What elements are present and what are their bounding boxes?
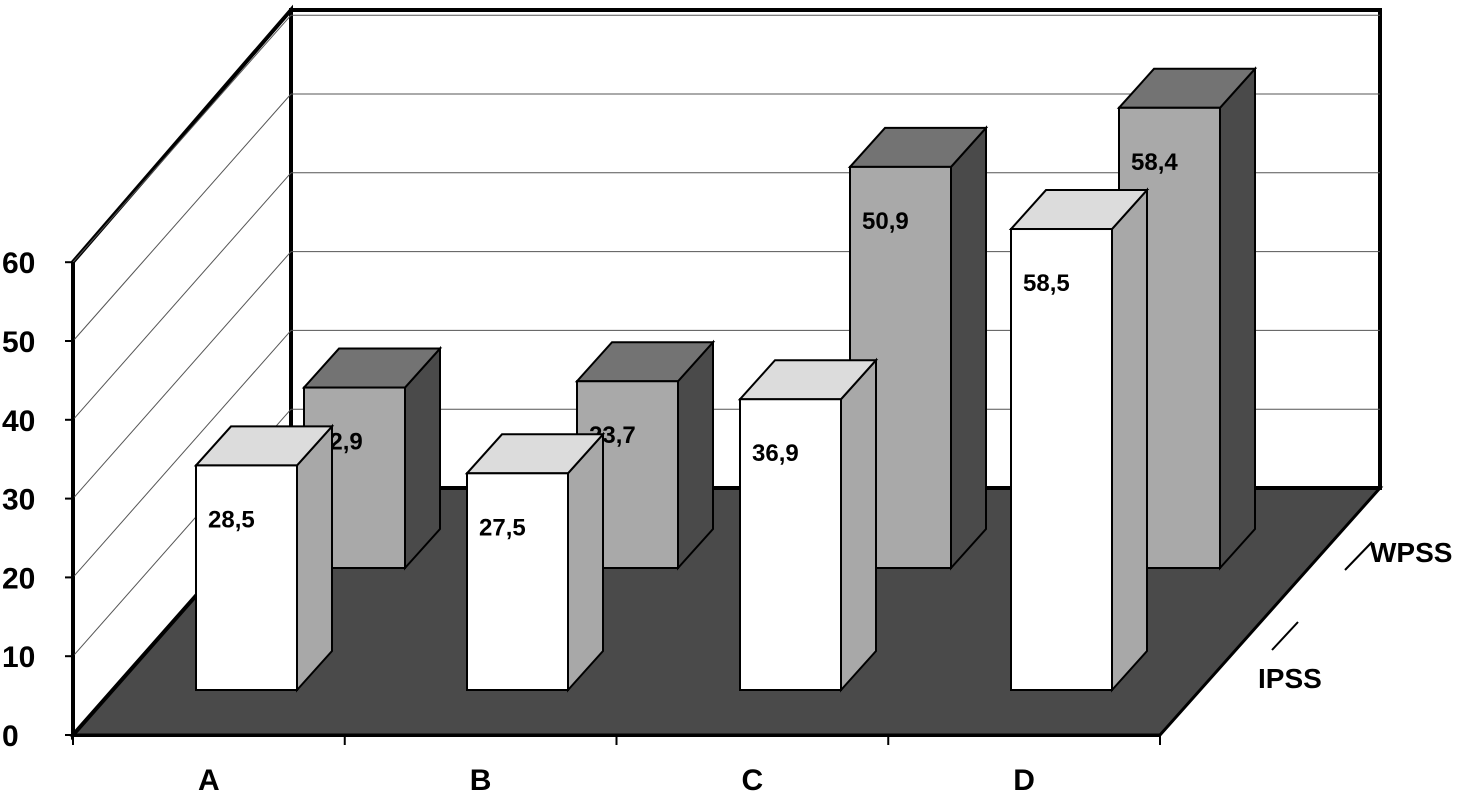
y-tick-label: 40: [2, 405, 35, 438]
data-label: 50,9: [862, 208, 909, 235]
z-tick: [1271, 621, 1299, 651]
y-tick-label: 10: [2, 641, 35, 674]
bar-side: [296, 423, 333, 693]
data-label: 28,5: [208, 506, 255, 533]
bar-side: [840, 357, 877, 693]
bar-ipss-d: 58,5: [1008, 187, 1150, 693]
bar-side: [567, 431, 604, 693]
bar-side: [1111, 187, 1148, 693]
bar-front: [195, 464, 298, 692]
y-tick-label: 50: [2, 326, 35, 359]
data-label: 58,4: [1131, 149, 1178, 176]
x-tick-label: C: [742, 764, 764, 797]
data-label: 27,5: [479, 514, 526, 541]
gridline-left: [72, 93, 292, 342]
series-label-wpss: WPSS: [1370, 537, 1452, 568]
x-tick-label: A: [198, 764, 220, 797]
gridline-left: [72, 251, 292, 499]
bar-ipss-c: 36,9: [737, 357, 879, 693]
y-tick-label: 60: [2, 247, 35, 280]
y-tick-label: 30: [2, 484, 35, 517]
bar-ipss-b: 27,5: [464, 431, 606, 693]
bar-side: [950, 125, 987, 571]
gridline-left: [72, 172, 292, 421]
bar-front: [739, 398, 842, 691]
x-tick-label: D: [1013, 764, 1035, 797]
gridline-left: [72, 14, 292, 263]
series-label-ipss: IPSS: [1258, 663, 1322, 694]
bar-front: [1010, 228, 1113, 692]
y-tick-label: 20: [2, 562, 35, 595]
gridline-left: [72, 330, 292, 578]
bar-ipss-a: 28,5: [193, 423, 335, 693]
x-tick-label: B: [470, 764, 492, 797]
bar-side: [1219, 66, 1256, 571]
z-tick: [1344, 541, 1373, 571]
data-label: 58,5: [1023, 270, 1070, 297]
y-tick-label: 0: [2, 720, 19, 753]
data-label: 36,9: [752, 440, 799, 467]
bar-front: [466, 472, 569, 691]
bar-wpss-d: 58,4: [1116, 66, 1258, 571]
